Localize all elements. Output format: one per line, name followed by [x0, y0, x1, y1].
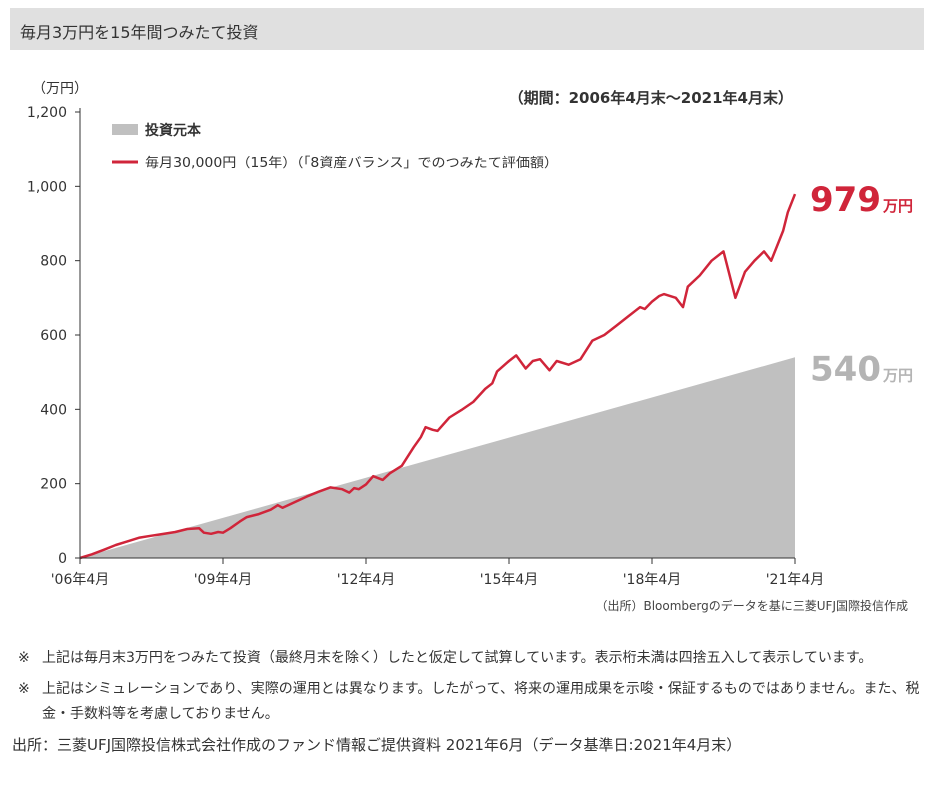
y-tick-label: 0	[58, 551, 67, 567]
note-text: 上記は毎月末3万円をつみたて投資（最終月末を除く）したと仮定して試算しています。…	[42, 650, 873, 666]
chart: 0 200 400 600 800 1,000 1,200 '06年4月 '09年4月 '12年4…	[27, 81, 913, 613]
x-tick-label: '06年4月	[51, 572, 110, 588]
valuation-line	[79, 193, 797, 560]
source-line: 出所：三菱UFJ国際投信株式会社作成のファンド情報ご提供資料 2021年6月（デ…	[12, 736, 742, 754]
text-layer: 0 200 400 600 800 1,000 1,200 '06年4月 '09年4月 '12年4…	[27, 81, 913, 613]
line-layer	[79, 193, 797, 560]
y-unit-label: （万円）	[32, 81, 88, 97]
y-tick-label: 200	[40, 477, 67, 493]
note-mark: ※	[18, 650, 30, 666]
notes: ※ 上記は毎月末3万円をつみたて投資（最終月末を除く）したと仮定して試算していま…	[12, 646, 927, 757]
legend-swatch-principal	[112, 124, 138, 135]
area-layer	[80, 357, 795, 558]
end-value-label: 540 万円	[810, 349, 913, 389]
y-tick-label: 600	[40, 328, 67, 344]
note-1: ※ 上記は毎月末3万円をつみたて投資（最終月末を除く）したと仮定して試算していま…	[12, 646, 927, 671]
y-tick-label: 1,200	[27, 105, 67, 121]
x-tick-label: '18年4月	[623, 572, 682, 588]
period-note: （期間：2006年4月末～2021年4月末）	[509, 89, 793, 107]
y-tick-label: 800	[40, 254, 67, 270]
y-tick-label: 400	[40, 402, 67, 418]
x-tick-label: '09年4月	[194, 572, 253, 588]
x-tick-label: '21年4月	[766, 572, 825, 588]
title-bar: 毎月3万円を15年間つみたて投資	[10, 8, 924, 50]
end-value-label: 979 万円	[810, 180, 913, 220]
chart-source-note: （出所）Bloombergのデータを基に三菱UFJ国際投信作成	[595, 598, 908, 613]
x-tick-label: '15年4月	[480, 572, 539, 588]
principal-area	[80, 357, 795, 558]
legend-label-valuation: 毎月30,000円（15年）（「8資産バランス」でのつみたて評価額）	[145, 155, 558, 171]
note-mark: ※	[18, 681, 30, 697]
note-text: 上記はシミュレーションであり、実際の運用とは異なります。したがって、将来の運用成…	[42, 681, 920, 722]
x-tick-label: '12年4月	[337, 572, 396, 588]
legend-label-principal: 投資元本	[145, 122, 202, 139]
note-2: ※ 上記はシミュレーションであり、実際の運用とは異なります。したがって、将来の運…	[12, 677, 927, 727]
page-title: 毎月3万円を15年間つみたて投資	[20, 23, 259, 42]
y-tick-label: 1,000	[27, 179, 67, 195]
axis-layer	[75, 108, 796, 564]
